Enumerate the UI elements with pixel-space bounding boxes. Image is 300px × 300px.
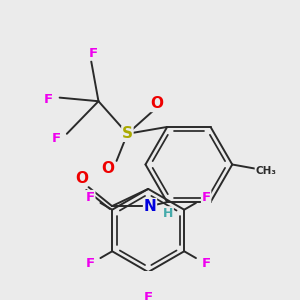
Text: F: F — [51, 132, 61, 145]
Text: O: O — [151, 96, 164, 111]
Text: N: N — [144, 199, 156, 214]
Text: CH₃: CH₃ — [255, 166, 276, 176]
Text: F: F — [202, 257, 211, 270]
Text: O: O — [75, 171, 88, 186]
Text: F: F — [144, 291, 153, 300]
Text: O: O — [101, 160, 114, 175]
Text: S: S — [122, 126, 133, 141]
Text: F: F — [88, 47, 98, 60]
Text: F: F — [44, 93, 53, 106]
Text: F: F — [86, 257, 95, 270]
Text: H: H — [163, 207, 173, 220]
Text: F: F — [202, 190, 211, 204]
Text: F: F — [86, 190, 95, 204]
